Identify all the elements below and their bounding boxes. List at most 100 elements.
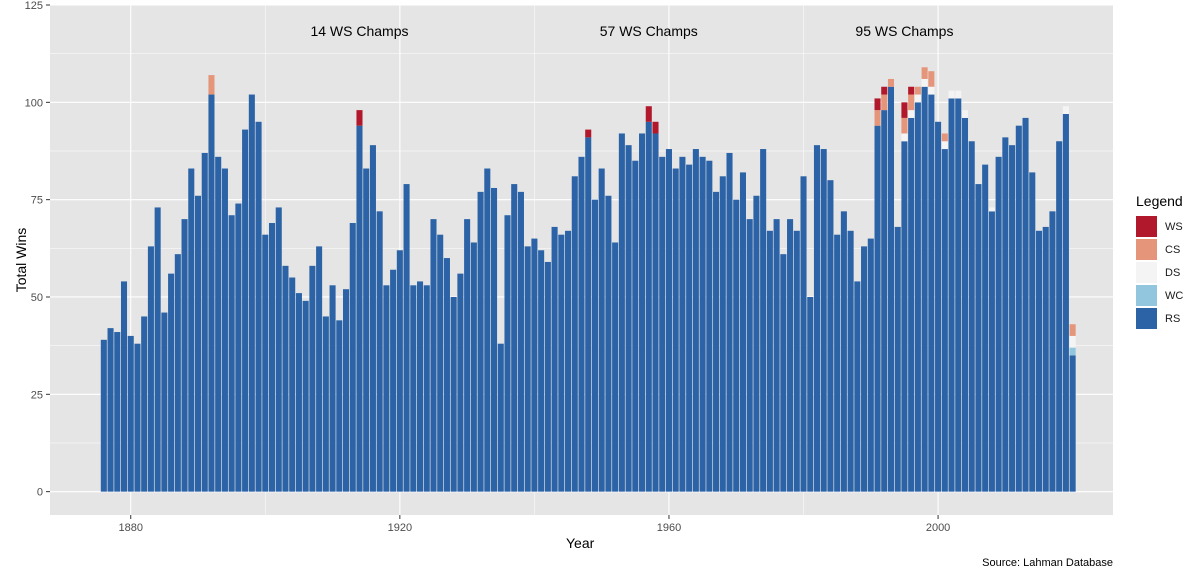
bar-rs-2010: [1002, 137, 1009, 492]
bar-rs-2019: [1062, 114, 1069, 492]
bar-rs-1965: [699, 156, 706, 492]
bar-rs-1886: [168, 273, 175, 492]
bar-ws-1948: [585, 129, 592, 138]
x-tick-label: 1920: [388, 522, 412, 534]
bar-wc-2020: [1069, 347, 1076, 356]
bar-rs-1971: [739, 172, 746, 492]
bar-rs-1883: [147, 246, 154, 492]
bar-ds-2001: [941, 141, 948, 150]
bar-cs-1998: [921, 67, 928, 79]
bar-rs-1904: [289, 277, 296, 492]
bar-rs-1924: [423, 285, 430, 492]
bar-ds-2019: [1062, 106, 1069, 115]
bar-rs-1918: [383, 285, 390, 492]
y-axis-ticks: 0 25 50 75 100 125: [25, 0, 50, 499]
bar-rs-1900: [262, 234, 269, 492]
bar-rs-1974: [760, 149, 767, 492]
bar-rs-1919: [390, 269, 397, 492]
bar-rs-1914: [356, 125, 363, 492]
bar-rs-1925: [430, 219, 437, 492]
bar-rs-1879: [120, 281, 128, 492]
bar-rs-2005: [968, 141, 975, 492]
bar-ws-1996: [908, 86, 915, 95]
bar-rs-2000: [935, 121, 942, 492]
bar-rs-1964: [692, 149, 699, 492]
bar-rs-1989: [861, 246, 868, 492]
bar-rs-1923: [417, 281, 424, 492]
bar-rs-1999: [928, 94, 935, 492]
bar-rs-1991: [874, 125, 881, 492]
bar-rs-1994: [894, 226, 901, 492]
bar-rs-1930: [464, 219, 471, 492]
legend-key-rs: [1136, 308, 1157, 329]
bar-rs-1877: [107, 328, 114, 492]
bar-rs-1998: [921, 86, 928, 492]
bar-rs-1967: [713, 191, 720, 492]
bars: [100, 67, 1076, 492]
bar-rs-1890: [194, 195, 202, 492]
annotation-2: 95 WS Champs: [855, 23, 953, 39]
bar-rs-1960: [665, 149, 672, 492]
bar-rs-1909: [322, 316, 329, 492]
bar-rs-2001: [941, 149, 948, 492]
bar-ds-1995: [901, 133, 908, 142]
bar-rs-1975: [766, 230, 773, 492]
bar-rs-1997: [914, 102, 921, 492]
bar-rs-1941: [538, 250, 545, 492]
bar-rs-2002: [948, 98, 955, 492]
legend-label-ds: DS: [1165, 266, 1181, 279]
bar-rs-1929: [457, 273, 464, 492]
bar-rs-1983: [820, 149, 827, 492]
bar-rs-1882: [141, 316, 148, 492]
bar-rs-1898: [248, 94, 255, 492]
bar-rs-1972: [746, 219, 753, 492]
bar-rs-2003: [955, 98, 962, 492]
bar-rs-1897: [242, 129, 249, 492]
legend-item-cs: CS: [1136, 238, 1183, 261]
bar-rs-1905: [295, 293, 302, 492]
bar-rs-1951: [605, 195, 612, 492]
source-caption: Source: Lahman Database: [982, 557, 1113, 569]
bar-rs-1945: [565, 230, 572, 492]
bar-ws-1992: [881, 86, 888, 95]
bar-rs-1880: [127, 335, 134, 492]
x-axis-title: Year: [566, 535, 595, 551]
bar-rs-1876: [100, 339, 107, 492]
bar-rs-1940: [531, 238, 538, 492]
bar-ws-1958: [652, 121, 659, 134]
bar-rs-1946: [571, 176, 578, 492]
bar-rs-1954: [625, 145, 632, 492]
bar-cs-1997: [914, 86, 921, 95]
bar-ds-2020: [1069, 335, 1076, 348]
annotations: 14 WS Champs 57 WS Champs 95 WS Champs: [310, 23, 953, 39]
bar-rs-1910: [329, 285, 336, 492]
bar-rs-1980: [800, 176, 807, 492]
x-tick-label: 1880: [118, 522, 142, 534]
bar-rs-1966: [706, 160, 713, 492]
bar-rs-1916: [369, 145, 376, 492]
bar-rs-1920: [396, 250, 403, 492]
bar-rs-1979: [793, 230, 800, 492]
bar-rs-1937: [511, 184, 518, 492]
bar-rs-1932: [477, 191, 484, 492]
bar-cs-1999: [928, 71, 935, 87]
y-tick-label: 25: [31, 389, 43, 401]
y-tick-label: 125: [25, 0, 43, 12]
bar-rs-1913: [349, 223, 356, 492]
bar-cs-1993: [887, 78, 895, 87]
bar-rs-1970: [733, 199, 740, 492]
bar-rs-1891: [201, 152, 208, 492]
bar-rs-1912: [342, 289, 350, 492]
bar-rs-1921: [403, 184, 410, 492]
bar-rs-1915: [363, 168, 370, 492]
legend-label-rs: RS: [1165, 312, 1181, 325]
bar-rs-1903: [282, 265, 289, 492]
legend-label-wc: WC: [1165, 289, 1184, 302]
bar-cs-1991: [874, 110, 881, 126]
bar-rs-2008: [988, 211, 995, 492]
bar-rs-1963: [686, 164, 693, 492]
bar-rs-1978: [787, 219, 794, 492]
bar-rs-1996: [908, 117, 915, 492]
y-tick-label: 75: [31, 195, 43, 207]
bar-rs-1968: [719, 176, 726, 492]
